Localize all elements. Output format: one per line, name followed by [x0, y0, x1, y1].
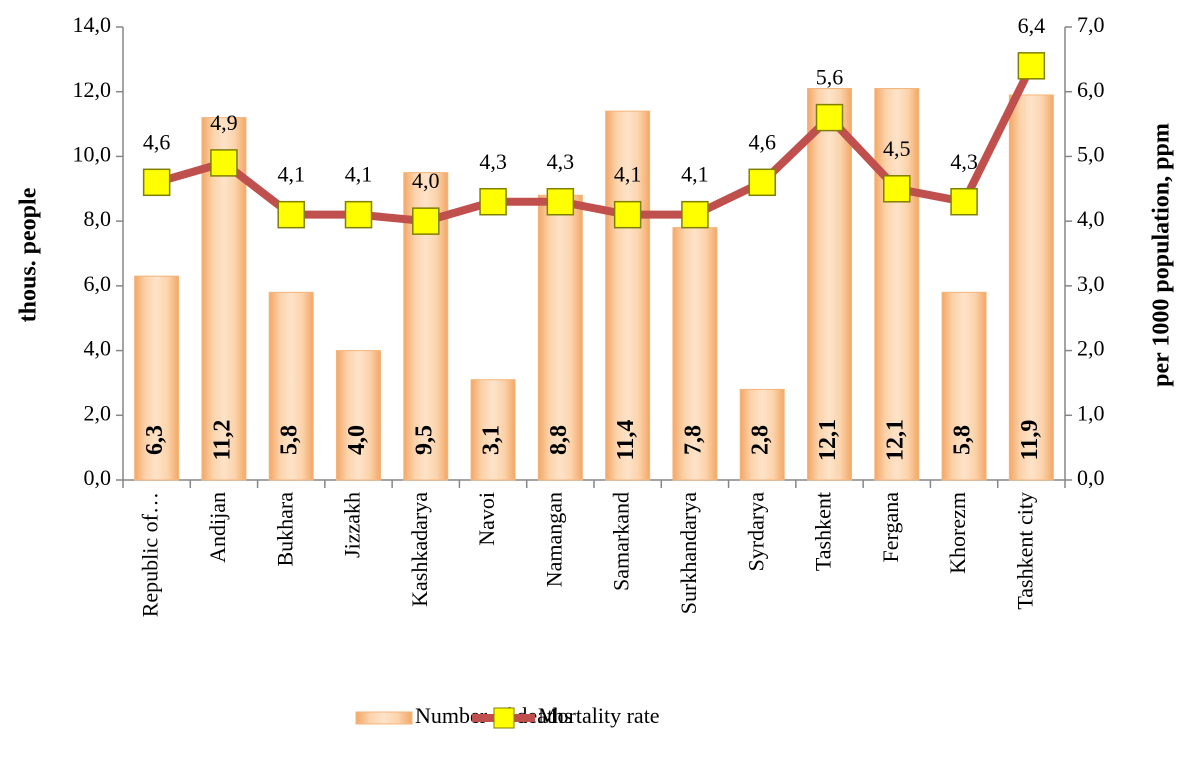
bar-value-label: 6,3	[142, 425, 168, 455]
line-value-label: 4,5	[883, 136, 911, 161]
y2-tick-label: 4,0	[1077, 206, 1105, 231]
line-value-label: 4,0	[412, 168, 440, 193]
x-tick-label: Bukhara	[272, 492, 297, 567]
marker	[142, 168, 171, 197]
y2-tick-label: 3,0	[1077, 271, 1105, 296]
y-tick-label: 12,0	[73, 77, 112, 102]
marker	[815, 103, 844, 132]
bar	[941, 291, 987, 481]
line-value-label: 4,3	[547, 149, 575, 174]
marker	[883, 175, 911, 203]
line-value-label: 4,1	[681, 162, 709, 187]
bar	[336, 350, 381, 481]
y-tick-label: 6,0	[84, 271, 112, 296]
line-value-label: 4,6	[748, 129, 776, 154]
marker	[681, 200, 709, 229]
marker	[950, 187, 978, 216]
bar-value-label: 11,2	[209, 420, 235, 461]
line-value-label: 4,9	[210, 110, 238, 135]
bar	[537, 194, 583, 481]
y-tick-label: 0,0	[84, 465, 112, 490]
bar-value-label: 12,1	[882, 419, 908, 461]
legend-swatch	[493, 707, 515, 729]
line-value-label: 5,6	[816, 65, 844, 90]
y2-tick-label: 5,0	[1077, 141, 1105, 166]
x-tick-label: Samarkand	[609, 492, 634, 591]
y-tick-label: 10,0	[73, 141, 112, 166]
x-tick-label: Tashkent	[811, 492, 836, 571]
marker	[277, 200, 305, 229]
marker	[479, 187, 507, 216]
y-tick-label: 4,0	[84, 336, 112, 361]
marker	[210, 149, 238, 177]
bar-value-label: 5,8	[277, 425, 303, 455]
bar	[268, 291, 314, 481]
y-tick-label: 2,0	[84, 400, 112, 425]
bar-value-label: 7,8	[680, 425, 706, 455]
y-axis-title: thous. people	[16, 187, 42, 322]
line-value-label: 4,6	[143, 129, 171, 154]
legend-label: Mortality rate	[538, 703, 660, 728]
y2-tick-label: 1,0	[1077, 400, 1105, 425]
line-value-label: 4,3	[479, 149, 507, 174]
bar-value-label: 11,4	[613, 420, 639, 461]
bar-value-label: 11,9	[1017, 420, 1043, 461]
marker	[748, 168, 776, 197]
bar	[605, 110, 651, 481]
y-tick-label: 8,0	[84, 206, 112, 231]
x-tick-label: Navoi	[474, 492, 499, 546]
bar-value-label: 5,8	[950, 425, 976, 455]
y-tick-label: 14,0	[73, 12, 112, 37]
x-tick-label: Republic of…	[138, 492, 163, 617]
marker	[546, 187, 575, 216]
bar	[470, 379, 516, 481]
x-tick-label: Kashkadarya	[407, 492, 432, 607]
y2-tick-label: 2,0	[1077, 336, 1105, 361]
x-tick-label: Andijan	[205, 492, 230, 563]
marker	[613, 200, 642, 229]
bar-value-label: 12,1	[815, 419, 841, 461]
x-tick-label: Namangan	[541, 492, 566, 587]
bar	[1008, 94, 1054, 481]
marker	[344, 200, 373, 229]
marker	[1017, 52, 1046, 80]
x-tick-label: Khorezm	[945, 492, 970, 574]
line-value-label: 6,4	[1018, 13, 1046, 38]
x-tick-label: Jizzakh	[340, 492, 365, 558]
bar-value-label: 9,5	[411, 425, 437, 455]
bar-value-label: 3,1	[479, 425, 505, 455]
y2-tick-label: 7,0	[1077, 12, 1105, 37]
legend-swatch	[355, 711, 413, 725]
bar	[134, 275, 180, 481]
y2-axis-title: per 1000 population, ppm	[1149, 123, 1175, 387]
x-tick-label: Surkhandarya	[676, 492, 701, 614]
line-value-label: 4,1	[277, 162, 305, 187]
line-value-label: 4,3	[950, 149, 978, 174]
bar	[739, 388, 785, 481]
y2-tick-label: 6,0	[1077, 77, 1105, 102]
bar-value-label: 2,8	[748, 425, 774, 455]
bar-value-label: 8,8	[546, 425, 572, 455]
x-tick-label: Tashkent city	[1012, 492, 1037, 610]
bar	[807, 87, 852, 481]
x-tick-label: Syrdarya	[743, 492, 768, 572]
line-value-label: 4,1	[345, 162, 373, 187]
bar-value-label: 4,0	[344, 425, 370, 455]
bar	[874, 87, 920, 481]
y2-tick-label: 0,0	[1077, 465, 1105, 490]
line-value-label: 4,1	[614, 162, 642, 187]
x-tick-label: Fergana	[878, 492, 903, 563]
marker	[412, 207, 440, 235]
